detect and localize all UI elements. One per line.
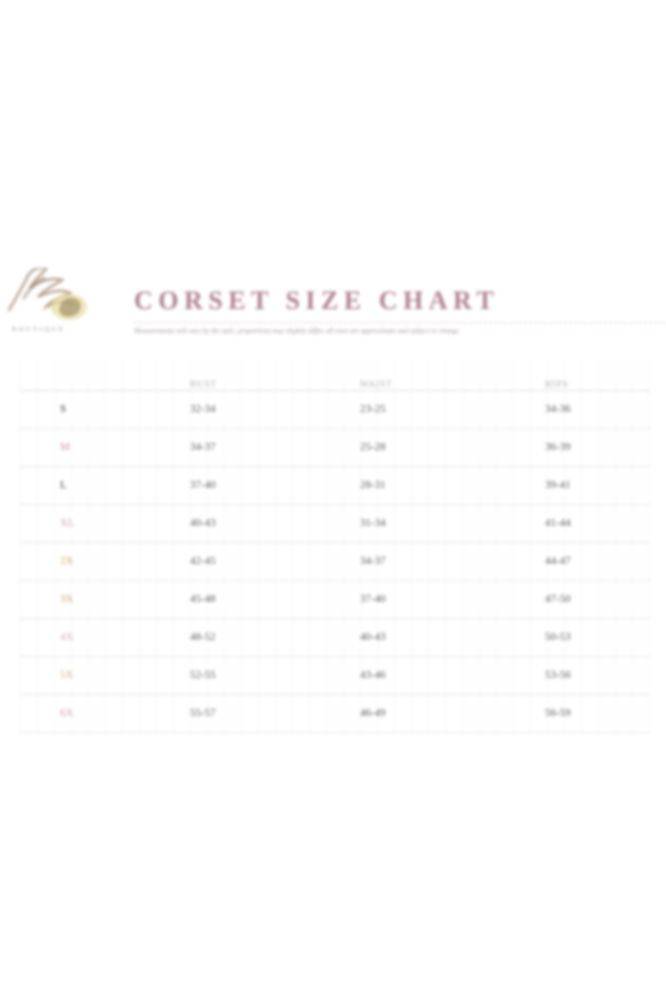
svg-text:BOUTIQUE: BOUTIQUE <box>12 326 65 333</box>
